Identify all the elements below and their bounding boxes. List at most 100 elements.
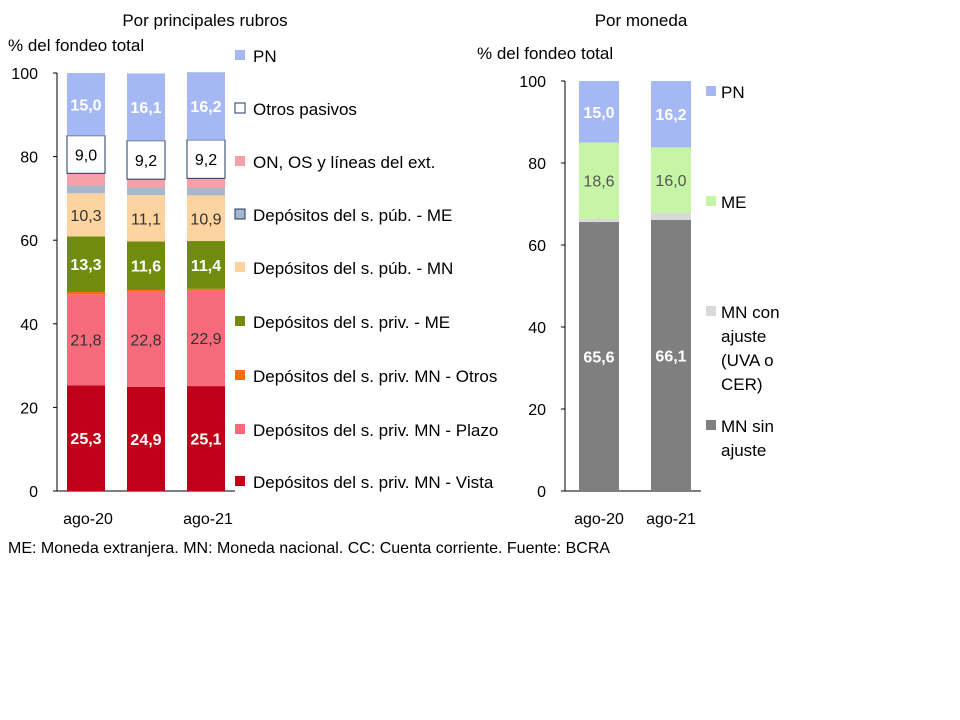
chart-0-bar-segment xyxy=(127,289,165,292)
chart-1-data-label: 65,6 xyxy=(583,350,614,367)
chart-0-ytick-label: 40 xyxy=(20,317,38,334)
chart-0-xtick-label: ago-21 xyxy=(183,511,233,528)
footnote: ME: Moneda extranjera. MN: Moneda nacion… xyxy=(8,540,611,557)
chart-0-bar-segment xyxy=(187,386,225,491)
chart-0-bar-segment xyxy=(187,178,225,188)
chart-0-legend-swatch xyxy=(235,156,245,166)
chart-1-legend-swatch xyxy=(706,86,716,96)
chart-1-data-label: 15,0 xyxy=(583,105,614,122)
chart-0-bar-segment xyxy=(187,187,225,196)
chart-1-ytick-label: 100 xyxy=(519,74,546,91)
chart-0-data-label: 9,2 xyxy=(195,152,217,169)
chart-0-bar-segment xyxy=(127,291,165,387)
chart-0-bar-segment xyxy=(67,292,105,295)
chart-0-legend-label: Depósitos del s. púb. - ME xyxy=(253,206,452,225)
chart-1-bar-segment xyxy=(651,147,691,214)
chart-0-ylabel: % del fondeo total xyxy=(8,36,144,55)
chart-1-legend-label: ME xyxy=(721,193,747,212)
chart-0-data-label: 11,6 xyxy=(131,259,161,276)
chart-0-ytick-label: 0 xyxy=(29,484,38,501)
chart-0-bar-segment xyxy=(187,72,225,140)
chart-0-bar-segment xyxy=(187,241,225,289)
chart-0-legend-label: ON, OS y líneas del ext. xyxy=(253,153,435,172)
chart-0-legend-swatch xyxy=(235,316,245,326)
chart-0-bar-segment xyxy=(187,288,225,291)
chart-0-legend-label: Depósitos del s. priv. MN - Vista xyxy=(253,473,494,492)
chart-0-bar-segment xyxy=(127,386,165,491)
chart-0-data-label: 25,1 xyxy=(190,432,221,449)
chart-0-data-label: 21,8 xyxy=(70,333,101,350)
chart-1-xtick-label: ago-20 xyxy=(574,511,624,528)
chart-0-ytick-label: 80 xyxy=(20,150,38,167)
chart-0-legend-label: PN xyxy=(253,47,277,66)
chart-0-bar-segment xyxy=(66,135,106,174)
chart-0-bar-segment xyxy=(67,73,105,136)
chart-0-data-label: 9,0 xyxy=(75,148,97,165)
chart-1-bar-segment xyxy=(651,81,691,148)
chart-1-legend-label: ajuste xyxy=(721,441,766,460)
chart-1-bar-segment xyxy=(579,81,619,143)
chart-1-legend-swatch xyxy=(706,196,716,206)
chart-1-bar-segment xyxy=(651,219,691,492)
chart-0-ytick-label: 100 xyxy=(11,66,38,83)
chart-1-ylabel: % del fondeo total xyxy=(477,44,613,63)
chart-0-bar-segment xyxy=(67,294,105,386)
chart-1-ytick-label: 0 xyxy=(537,484,546,501)
chart-0-legend-label: Otros pasivos xyxy=(253,100,357,119)
chart-0-data-label: 24,9 xyxy=(130,432,161,449)
chart-1-bar-segment xyxy=(579,142,619,219)
chart-0-bar-segment xyxy=(67,385,105,491)
chart-0-legend-swatch xyxy=(235,50,245,60)
chart-0-bar-segment xyxy=(127,179,165,188)
chart-1-bar-segment xyxy=(579,222,619,492)
chart-0-ytick-label: 60 xyxy=(20,233,38,250)
chart-0-bar-segment xyxy=(67,236,105,293)
chart-0-bar-segment xyxy=(127,241,165,290)
chart-0-bar-segment xyxy=(127,187,165,196)
chart-0-legend-swatch xyxy=(235,476,245,486)
chart-0-data-label: 9,2 xyxy=(135,153,157,170)
chart-1-ytick-label: 40 xyxy=(528,320,546,337)
chart-0-legend-swatch xyxy=(235,262,245,272)
chart-1-legend-label: (UVA o xyxy=(721,351,774,370)
chart-0-data-label: 11,4 xyxy=(191,258,221,275)
chart-1-legend-label: MN sin xyxy=(721,417,774,436)
chart-0-data-label: 15,0 xyxy=(70,97,101,114)
chart-0-bar-segment xyxy=(126,140,166,180)
chart-1-legend-label: ajuste xyxy=(721,327,766,346)
chart-0-bar-segment xyxy=(186,139,226,179)
chart-0-title: Por principales rubros xyxy=(122,11,287,30)
chart-0-legend-label: Depósitos del s. púb. - MN xyxy=(253,259,453,278)
chart-1-data-label: 18,6 xyxy=(583,174,614,191)
chart-0-legend-label: Depósitos del s. priv. MN - Otros xyxy=(253,367,497,386)
chart-1-bar-segment xyxy=(579,218,619,223)
chart-0-legend-label: Depósitos del s. priv. - ME xyxy=(253,313,450,332)
chart-0-data-label: 10,3 xyxy=(70,208,101,225)
chart-1-title: Por moneda xyxy=(595,11,688,30)
chart-0-bar-segment xyxy=(127,73,165,141)
chart-1-data-label: 16,0 xyxy=(655,173,686,190)
chart-1-legend-swatch xyxy=(706,306,716,316)
chart-0-data-label: 22,9 xyxy=(190,331,221,348)
chart-0-bar-segment xyxy=(67,185,105,194)
chart-0-data-label: 11,1 xyxy=(131,211,161,228)
chart-0-bar-segment xyxy=(187,195,225,242)
chart-1-legend-swatch xyxy=(706,420,716,430)
chart-0-legend-swatch xyxy=(234,208,246,220)
chart-1-ytick-label: 60 xyxy=(528,238,546,255)
chart-0-data-label: 16,1 xyxy=(130,100,161,117)
chart-1-legend-label: PN xyxy=(721,83,745,102)
chart-0-legend-swatch xyxy=(235,370,245,380)
chart-0-data-label: 10,9 xyxy=(190,211,221,228)
chart-0-bar-segment xyxy=(187,290,225,387)
chart-0-data-label: 22,8 xyxy=(130,332,161,349)
chart-0-ytick-label: 20 xyxy=(20,400,38,417)
chart-0-bar-segment xyxy=(67,173,105,186)
chart-0-bar-segment xyxy=(67,193,105,237)
chart-0-legend-swatch xyxy=(234,102,246,114)
chart-0-bar-segment xyxy=(127,195,165,242)
chart-0-data-label: 13,3 xyxy=(70,257,101,274)
chart-0-legend-label: Depósitos del s. priv. MN - Plazo xyxy=(253,421,498,440)
chart-1-legend-label: MN con xyxy=(721,303,780,322)
chart-1-ytick-label: 20 xyxy=(528,402,546,419)
